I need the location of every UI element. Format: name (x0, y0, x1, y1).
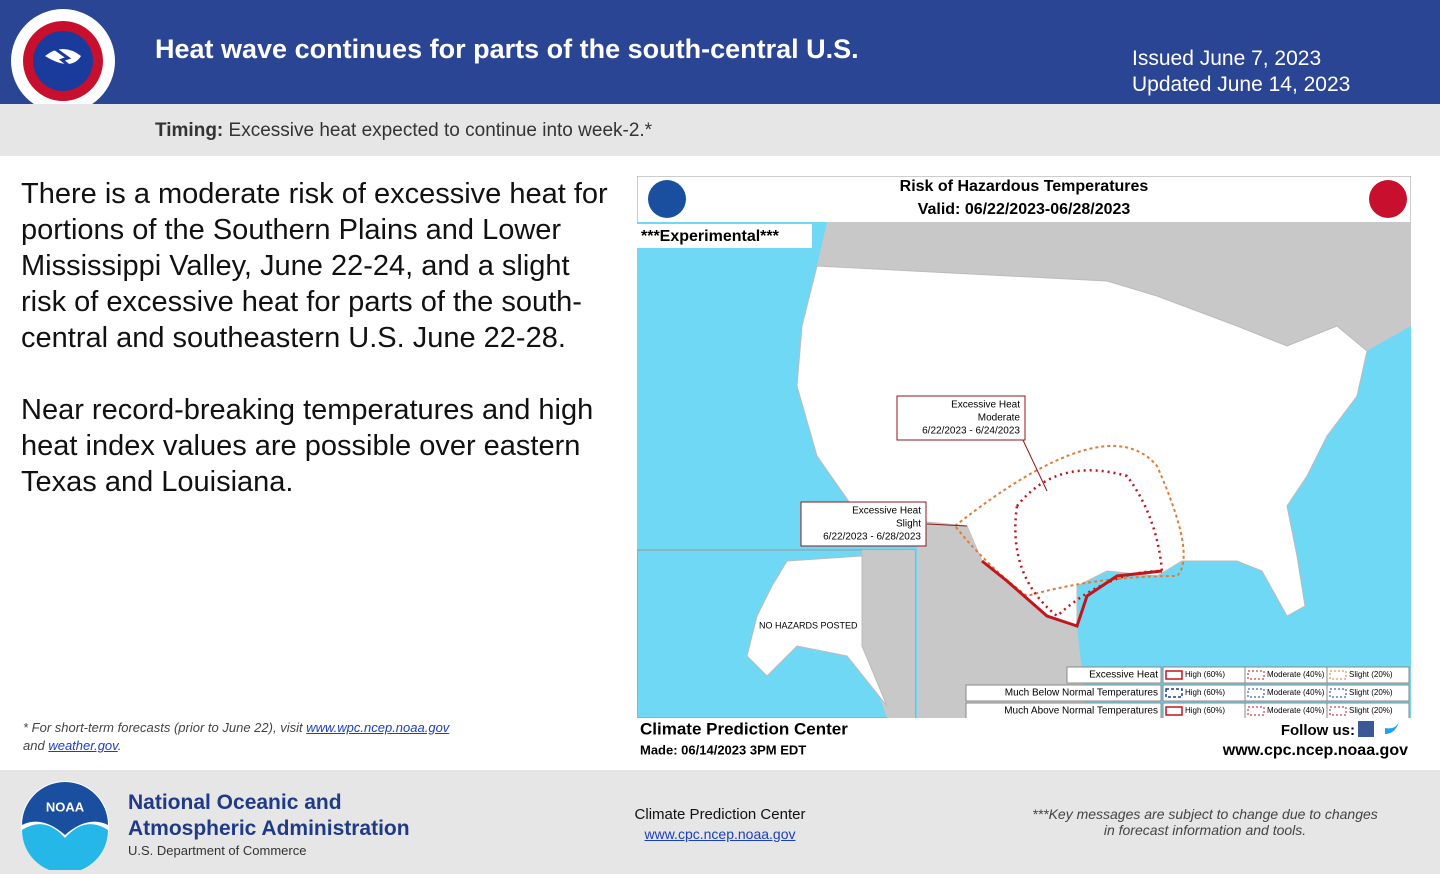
pointer (926, 523, 968, 527)
annotations: Excessive Heat Moderate 6/22/2023 - 6/24/2… (823, 400, 1020, 543)
legend-swatch (1329, 688, 1347, 698)
paragraph: Near record-breaking temperatures and hi… (21, 394, 594, 498)
paragraph: There is a moderate risk of excessive he… (21, 178, 608, 354)
map-footer (637, 718, 1411, 762)
legend-item: Slight (20%) (1349, 688, 1393, 697)
org-line1: National Oceanic and (128, 791, 342, 814)
legend-swatch (1247, 688, 1265, 698)
map: Risk of Hazardous Temperatures Valid: 06… (637, 176, 1411, 762)
legend-item: Moderate (40%) (1267, 706, 1325, 715)
link[interactable]: www.wpc.ncep.noaa.gov (306, 720, 450, 735)
legend-label-box (1066, 666, 1162, 684)
legend-item: Slight (20%) (1349, 706, 1393, 715)
footnote-joiner: and (23, 738, 45, 753)
annotation-line: Slight (896, 519, 921, 530)
map-valid: Valid: 06/22/2023-06/28/2023 (918, 201, 1131, 218)
twitter-icon[interactable] (1385, 722, 1399, 734)
legend-label-box (965, 684, 1162, 702)
footer-link[interactable]: www.cpc.ncep.noaa.gov (644, 826, 796, 842)
legend-item-box (1326, 666, 1410, 684)
body: There is a moderate risk of excessive he… (21, 176, 611, 500)
org-line2: Atmospheric Administration (128, 817, 410, 840)
legend-item: High (60%) (1185, 688, 1225, 697)
alaska (746, 555, 888, 707)
moderate-risk-area (1014, 469, 1164, 618)
dept: U.S. Department of Commerce (128, 843, 307, 858)
legend-swatch (1329, 670, 1347, 680)
experimental-box (637, 224, 812, 248)
annotation-box (896, 395, 1026, 441)
map-center: Climate Prediction Center (640, 719, 848, 738)
legend-item-box (1326, 684, 1410, 702)
title: Heat wave continues for parts of the sou… (155, 34, 859, 64)
legend-swatch (1247, 706, 1265, 716)
legend-item: Moderate (40%) (1267, 670, 1325, 679)
map-title: Risk of Hazardous Temperatures (900, 178, 1149, 195)
annotation-box (800, 501, 927, 547)
facebook-icon[interactable] (1358, 721, 1374, 737)
legend-item: High (60%) (1185, 706, 1225, 715)
footer (0, 770, 1440, 874)
annotation-line: Moderate (978, 413, 1021, 424)
footer-note: ***Key messages are subject to change du… (1032, 806, 1378, 838)
coast-risk (981, 559, 1163, 628)
noaa-logo (648, 180, 686, 218)
legend-label: Much Above Normal Temperatures (1004, 706, 1158, 717)
nws-logo (11, 9, 115, 113)
legend-swatch (1165, 670, 1183, 680)
canada (817, 222, 1411, 351)
legend-item: High (60%) (1185, 670, 1225, 679)
map-url: www.cpc.ncep.noaa.gov (1222, 742, 1408, 759)
map-made: Made: 06/14/2023 3PM EDT (640, 742, 806, 757)
legend-item: Slight (20%) (1349, 670, 1393, 679)
experimental: ***Experimental*** (641, 228, 780, 245)
issued: Issued June 7, 2023 (1132, 47, 1322, 70)
legend-swatch (1329, 706, 1347, 716)
mexico (917, 521, 1087, 718)
footer-cpc: Climate Prediction Center (634, 806, 806, 823)
footnote-prefix: * For short-term forecasts (prior to Jun… (23, 720, 303, 735)
no-hazards: NO HAZARDS POSTED (759, 620, 858, 630)
timing-text: Excessive heat expected to continue into… (228, 120, 653, 141)
updated: Updated June 14, 2023 (1132, 73, 1351, 96)
legend-swatch (1165, 688, 1183, 698)
timing-label: Timing: (155, 120, 224, 141)
footnote-suffix: . (117, 738, 122, 753)
annotation-line: Excessive Heat (951, 400, 1020, 411)
pointer (1021, 437, 1048, 492)
footnote: * For short-term forecasts (prior to Jun… (23, 719, 583, 755)
legend-label: Excessive Heat (1089, 670, 1158, 681)
legend-label: Much Below Normal Temperatures (1005, 688, 1158, 699)
annotation-line: Excessive Heat (852, 506, 921, 517)
annotation-line: 6/22/2023 - 6/28/2023 (823, 532, 921, 543)
link[interactable]: weather.gov (48, 738, 118, 753)
follow: Follow us: (1281, 722, 1355, 739)
legend-item: Moderate (40%) (1267, 688, 1325, 697)
svg-text:NOAA: NOAA (46, 799, 85, 814)
legend: Excessive Heat High (60%) Moderate (40%) Sl… (965, 666, 1410, 720)
nws-logo (1369, 180, 1407, 218)
legend-swatch (1165, 706, 1183, 716)
timing-bar (0, 104, 1440, 156)
legend-swatch (1247, 670, 1265, 680)
noaa-logo: NOAA (21, 781, 109, 870)
annotation-line: 6/22/2023 - 6/24/2023 (922, 426, 1020, 437)
canada-inset (862, 550, 915, 718)
header-bar (0, 0, 1440, 104)
